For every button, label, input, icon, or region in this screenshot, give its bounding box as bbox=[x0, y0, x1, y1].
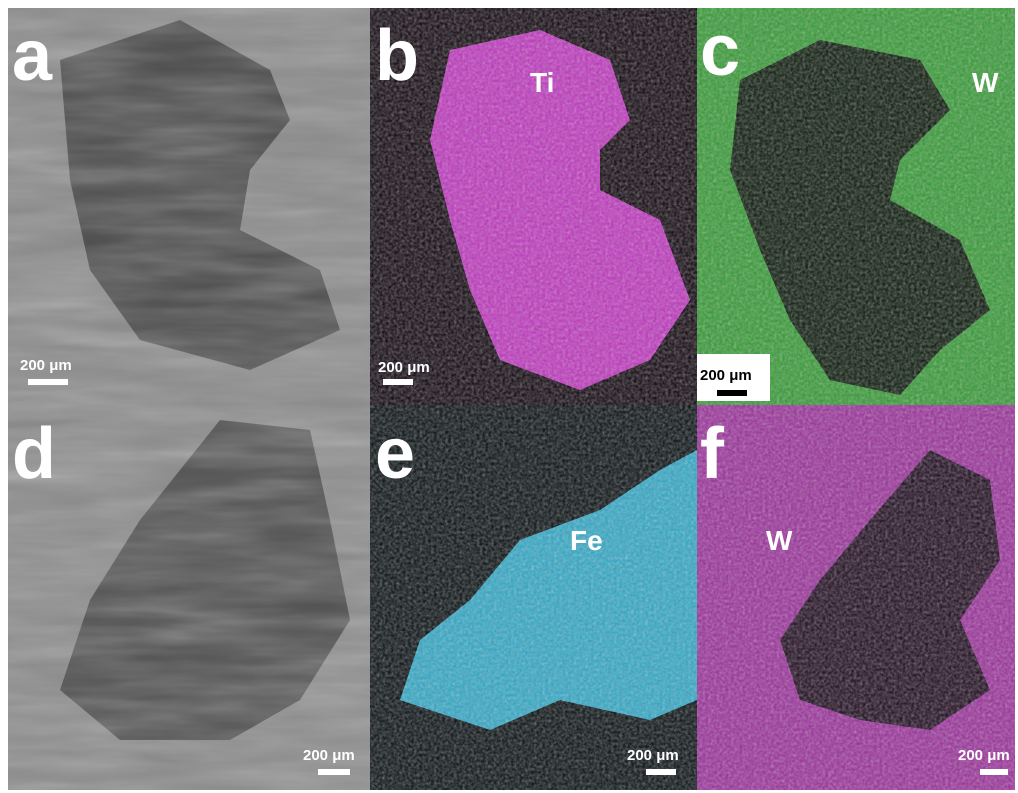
panel-label: a bbox=[12, 16, 53, 96]
scale-bar bbox=[980, 769, 1008, 775]
element-label: Fe bbox=[570, 525, 603, 556]
element-label: W bbox=[766, 525, 793, 556]
scale-bar bbox=[646, 769, 676, 775]
scale-bar bbox=[717, 390, 747, 396]
figure: a 200 μm b Ti 200 μm c W 200 μm d 200 μm bbox=[0, 0, 1018, 793]
page: a 200 μm b Ti 200 μm c W 200 μm d 200 μm bbox=[0, 0, 1018, 793]
scale-bar-label: 200 μm bbox=[958, 747, 1010, 764]
panel-label: e bbox=[375, 414, 415, 494]
scale-bar bbox=[383, 379, 413, 385]
scale-bar-label: 200 μm bbox=[303, 747, 355, 764]
scale-bar-label: 200 μm bbox=[378, 359, 430, 376]
scale-bar-label: 200 μm bbox=[700, 367, 752, 384]
panel-label: b bbox=[375, 16, 419, 96]
panel-label: c bbox=[700, 11, 740, 91]
panel-a: a 200 μm bbox=[8, 8, 370, 405]
panel-f: f W 200 μm bbox=[697, 405, 1015, 790]
panel-b: b Ti 200 μm bbox=[370, 8, 697, 405]
panel-d: d 200 μm bbox=[8, 405, 370, 790]
panel-label: d bbox=[12, 414, 56, 494]
scale-bar-label: 200 μm bbox=[627, 747, 679, 764]
panel-c: c W 200 μm bbox=[697, 8, 1015, 405]
panel-e: e Fe 200 μm bbox=[370, 405, 697, 790]
element-label: W bbox=[972, 67, 999, 98]
scale-bar-label: 200 μm bbox=[20, 357, 72, 374]
scale-bar bbox=[318, 769, 350, 775]
element-label: Ti bbox=[530, 67, 554, 98]
scale-bar bbox=[28, 379, 68, 385]
panel-label: f bbox=[700, 414, 725, 494]
